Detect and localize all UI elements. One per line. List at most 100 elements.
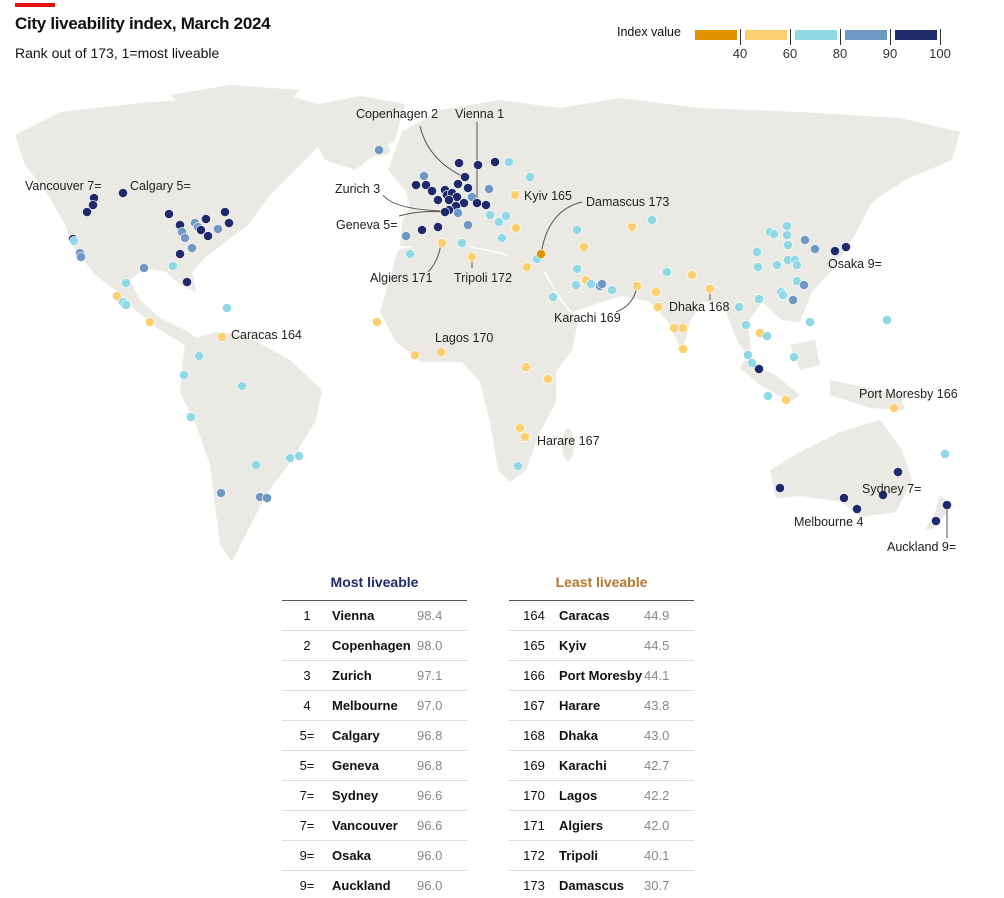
- city-cell: Zurich: [332, 668, 372, 683]
- city-dot: [213, 224, 223, 234]
- legend-tick: [740, 29, 741, 45]
- city-dot: [121, 300, 131, 310]
- city-dot: [687, 270, 697, 280]
- city-cell: Vienna: [332, 608, 375, 623]
- city-dot: [763, 391, 773, 401]
- value-cell: 44.9: [644, 608, 670, 623]
- city-label: Harare 167: [537, 434, 600, 448]
- legend-tick-label: 90: [882, 46, 898, 61]
- city-dot: [237, 381, 247, 391]
- city-dot: [782, 230, 792, 240]
- city-dot: [453, 208, 463, 218]
- north-america: [15, 96, 330, 345]
- rank-cell: 169: [523, 758, 545, 773]
- city-dot: [942, 500, 952, 510]
- most-liveable-title: Most liveable: [282, 570, 467, 601]
- rank-cell: 5=: [299, 728, 315, 743]
- value-cell: 96.6: [417, 818, 443, 833]
- city-dot: [453, 179, 463, 189]
- city-label: Calgary 5=: [130, 179, 191, 193]
- city-label: Port Moresby 166: [859, 387, 958, 401]
- city-dot: [852, 504, 862, 514]
- table-row: 9= Auckland 96.0: [282, 871, 467, 898]
- city-label: Melbourne 4: [794, 515, 864, 529]
- value-cell: 44.1: [644, 668, 670, 683]
- australia: [770, 420, 912, 517]
- leader-line: [540, 201, 583, 255]
- city-dot: [931, 516, 941, 526]
- city-dot: [778, 290, 788, 300]
- value-cell: 30.7: [644, 878, 670, 893]
- city-dot: [788, 295, 798, 305]
- city-dot: [179, 370, 189, 380]
- city-dot: [521, 362, 531, 372]
- table-row: 7= Vancouver 96.6: [282, 811, 467, 841]
- most-liveable-table: Most liveable 1 Vienna 98.4 2 Copenhagen 98.0…: [282, 570, 467, 898]
- rank-cell: 165: [523, 638, 545, 653]
- city-dot: [501, 211, 511, 221]
- city-dot: [792, 260, 802, 270]
- city-cell: Calgary: [332, 728, 380, 743]
- city-dot: [754, 364, 764, 374]
- city-dot: [548, 292, 558, 302]
- city-dot: [882, 315, 892, 325]
- table-row: 164 Caracas 44.9: [509, 601, 694, 631]
- city-dot: [436, 347, 446, 357]
- legend-swatch-90-100: [895, 30, 937, 40]
- city-dot: [473, 160, 483, 170]
- table-row: 170 Lagos 42.2: [509, 781, 694, 811]
- city-dot: [484, 184, 494, 194]
- city-cell: Port Moresby: [559, 668, 643, 683]
- least-liveable-table: Least liveable 164 Caracas 44.9 165 Kyiv 44.5…: [509, 570, 694, 898]
- city-cell: Dhaka: [559, 728, 599, 743]
- city-dot: [520, 432, 530, 442]
- city-cell: Caracas: [559, 608, 610, 623]
- city-dot: [372, 317, 382, 327]
- city-dot: [203, 231, 213, 241]
- city-label: Zurich 3: [335, 182, 380, 196]
- city-dot: [543, 374, 553, 384]
- city-dot: [632, 281, 642, 291]
- city-dot: [705, 284, 715, 294]
- rank-cell: 164: [523, 608, 545, 623]
- city-dot: [734, 302, 744, 312]
- city-dot: [651, 287, 661, 297]
- city-dot: [196, 225, 206, 235]
- rank-cell: 7=: [299, 818, 315, 833]
- value-cell: 96.0: [417, 878, 443, 893]
- city-dot: [164, 209, 174, 219]
- chart-subtitle: Rank out of 173, 1=most liveable: [15, 45, 220, 61]
- indonesia: [740, 340, 905, 410]
- eurasia: [388, 98, 960, 362]
- legend-swatch-40-60: [745, 30, 787, 40]
- city-dot: [752, 247, 762, 257]
- city-dot: [433, 195, 443, 205]
- city-cell: Osaka: [332, 848, 372, 863]
- city-dot: [810, 244, 820, 254]
- city-dot: [572, 264, 582, 274]
- table-row: 166 Port Moresby 44.1: [509, 661, 694, 691]
- city-cell: Damascus: [559, 878, 625, 893]
- legend-tick-label: 100: [929, 46, 951, 61]
- legend-tick: [790, 29, 791, 45]
- rank-cell: 7=: [299, 788, 315, 803]
- chart-title: City liveability index, March 2024: [15, 14, 271, 33]
- legend-tick-label: 80: [832, 46, 848, 61]
- city-dot: [187, 243, 197, 253]
- table-row: 171 Algiers 42.0: [509, 811, 694, 841]
- city-cell: Harare: [559, 698, 601, 713]
- legend-tick-label: 60: [782, 46, 798, 61]
- rank-cell: 172: [523, 848, 545, 863]
- city-dot: [781, 395, 791, 405]
- city-dot: [878, 490, 888, 500]
- city-dot: [762, 331, 772, 341]
- rank-cell: 168: [523, 728, 545, 743]
- city-dot: [433, 222, 443, 232]
- city-dot: [678, 344, 688, 354]
- city-dot: [839, 493, 849, 503]
- value-cell: 42.7: [644, 758, 670, 773]
- rank-cell: 5=: [299, 758, 315, 773]
- city-dot: [662, 267, 672, 277]
- table-row: 172 Tripoli 40.1: [509, 841, 694, 871]
